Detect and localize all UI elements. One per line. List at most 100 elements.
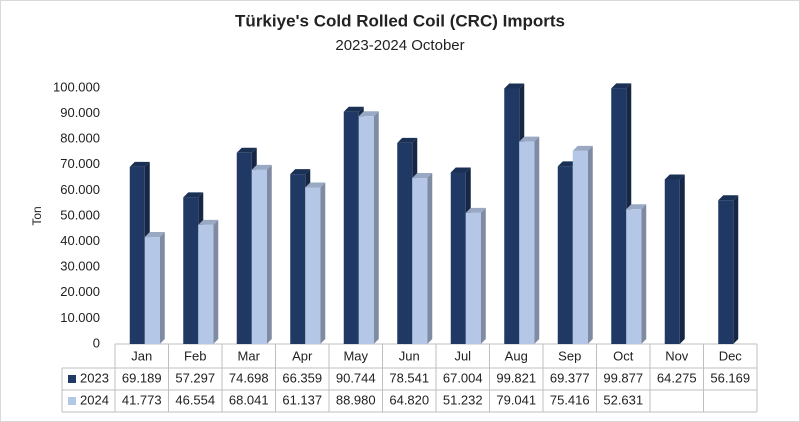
bar [236,152,252,344]
bar-top [305,182,326,188]
legend-label: 2024 [80,392,109,407]
bar [397,142,413,344]
bar [626,209,642,344]
x-tick-label: Jan [131,348,152,363]
table-value: 64.820 [389,392,429,407]
x-tick-label: Apr [292,348,313,363]
table-value: 41.773 [122,392,162,407]
bar-top [572,145,593,151]
x-tick-label: Jun [399,348,420,363]
bar-side [427,173,433,344]
bar [557,166,573,344]
table-value: 88.980 [336,392,376,407]
bar-side [373,111,379,344]
bar-top [718,195,739,201]
bar-top [343,106,364,112]
table-value: 69.189 [122,370,162,385]
table-value: 61.137 [282,392,322,407]
y-axis-label: Ton [30,206,44,225]
y-tick-label: 30.000 [60,259,100,274]
x-tick-label: May [343,348,368,363]
chart-title: Türkiye's Cold Rolled Coil (CRC) Imports [235,11,565,30]
bar [572,150,588,344]
table-value: 46.554 [175,392,215,407]
x-tick-label: Sep [558,348,581,363]
bar-side [679,174,685,344]
bar [198,224,214,344]
bar-top [611,83,632,89]
bar-side [587,145,593,344]
table-value: 99.821 [496,370,536,385]
table-value: 75.416 [550,392,590,407]
bar [290,174,306,344]
table-value: 51.232 [443,392,483,407]
bar [519,141,535,344]
bar-top [504,83,525,89]
bar [305,187,321,344]
y-tick-label: 10.000 [60,310,100,325]
bar-top [198,219,219,225]
table-value: 69.377 [550,370,590,385]
table-value: 99.877 [603,370,643,385]
y-tick-label: 40.000 [60,233,100,248]
bar [251,169,267,344]
bar-top [144,232,165,238]
bar-top [626,204,647,210]
x-tick-label: Feb [184,348,206,363]
bar-top [290,169,311,175]
legend-swatch [68,397,76,405]
bar-top [519,136,540,142]
y-tick-label: 100.000 [53,79,100,94]
bar-side [480,207,486,344]
legend-swatch [68,375,76,383]
table-value: 67.004 [443,370,483,385]
y-tick-label: 70.000 [60,156,100,171]
y-tick-label: 0 [93,335,100,350]
chart-subtitle: 2023-2024 October [335,37,464,54]
bar-side [266,164,272,344]
bar-side [320,182,326,344]
legend-label: 2023 [80,370,109,385]
bar [718,200,734,344]
bar [129,166,145,344]
table-value: 52.631 [603,392,643,407]
x-tick-label: Aug [505,348,528,363]
bar-top [358,111,379,117]
bar-top [251,164,272,170]
bar [450,172,466,344]
bar [412,178,428,344]
table-value: 78.541 [389,370,429,385]
x-tick-label: Oct [613,348,634,363]
bar [465,212,481,344]
bar-top [129,161,150,167]
bar-side [213,219,219,344]
x-tick-label: Dec [719,348,743,363]
x-tick-label: Mar [238,348,261,363]
bar-side [159,232,165,344]
bar [611,88,627,344]
table-value: 79.041 [496,392,536,407]
bar-top [183,192,204,198]
table-value: 66.359 [282,370,322,385]
y-tick-label: 90.000 [60,105,100,120]
bar-top [397,137,418,143]
bar-top [236,147,257,153]
bar [343,111,359,344]
y-tick-label: 60.000 [60,182,100,197]
y-tick-label: 80.000 [60,131,100,146]
bar [144,237,160,344]
table-value: 68.041 [229,392,269,407]
table-value: 57.297 [175,370,215,385]
bar-top [465,207,486,213]
table-value: 74.698 [229,370,269,385]
bar-top [664,174,685,180]
table-value: 56.169 [710,370,750,385]
bar [504,88,520,344]
bar [183,197,199,344]
table-value: 90.744 [336,370,376,385]
x-tick-label: Jul [454,348,471,363]
table-value: 64.275 [657,370,697,385]
bar [358,116,374,344]
y-tick-label: 50.000 [60,207,100,222]
